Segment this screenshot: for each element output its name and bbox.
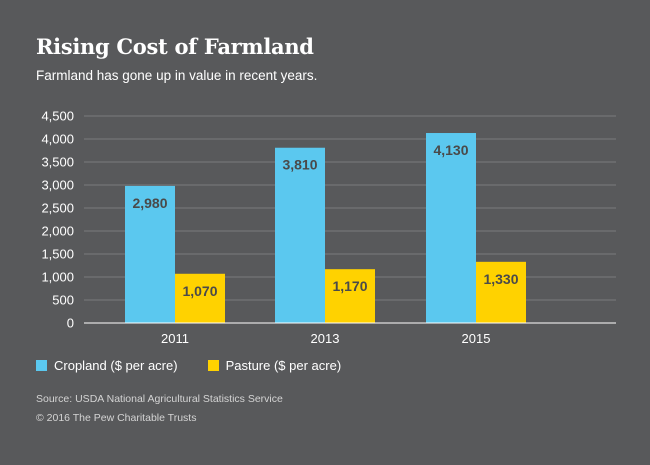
y-tick-label: 1,500: [41, 247, 74, 262]
bar-value-label: 1,170: [332, 278, 367, 294]
y-tick-label: 4,000: [41, 132, 74, 147]
bar-value-label: 1,070: [182, 283, 217, 299]
chart-subtitle: Farmland has gone up in value in recent …: [36, 68, 318, 83]
bar-cropland: [426, 133, 476, 323]
x-tick-label: 2011: [161, 331, 189, 346]
bar-pasture: [175, 273, 225, 323]
y-axis-ticks: 0 500 1,000 1,500 2,000 2,500 3,000 3,500 4,000 4…: [41, 109, 74, 331]
legend-item-cropland: Cropland ($ per acre): [36, 358, 178, 373]
x-tick-label: 2013: [311, 331, 340, 346]
source-note: Source: USDA National Agricultural Stati…: [36, 393, 283, 405]
y-tick-label: 0: [67, 316, 74, 331]
x-tick-label: 2015: [462, 331, 491, 346]
bars: 2,980 1,070 3,810 1,170 4,130 1,330: [125, 133, 526, 323]
legend: Cropland ($ per acre) Pasture ($ per acr…: [36, 358, 371, 373]
bar-pasture: [325, 269, 375, 323]
y-tick-label: 3,500: [41, 155, 74, 170]
chart-title: Rising Cost of Farmland: [36, 34, 314, 59]
bar-value-label: 4,130: [433, 142, 468, 158]
legend-swatch-cropland: [36, 360, 47, 371]
legend-label-cropland: Cropland ($ per acre): [54, 358, 178, 373]
legend-swatch-pasture: [207, 360, 219, 371]
legend-item-pasture: Pasture ($ per acre): [207, 358, 342, 373]
y-tick-label: 3,000: [41, 178, 74, 193]
bar-value-label: 1,330: [483, 271, 518, 287]
legend-label-pasture: Pasture ($ per acre): [225, 358, 342, 373]
y-tick-label: 500: [52, 293, 74, 308]
y-tick-label: 4,500: [41, 109, 74, 124]
y-tick-label: 1,000: [41, 270, 74, 285]
bar-pasture: [476, 261, 526, 323]
y-tick-label: 2,000: [41, 224, 74, 239]
bar-value-label: 3,810: [282, 157, 317, 173]
copyright-note: © 2016 The Pew Charitable Trusts: [36, 412, 197, 424]
y-tick-label: 2,500: [41, 201, 74, 216]
x-axis: 2011 2013 2015: [84, 322, 616, 346]
bar-cropland: [275, 147, 325, 323]
bar-value-label: 2,980: [132, 195, 167, 211]
bar-cropland: [125, 185, 175, 323]
